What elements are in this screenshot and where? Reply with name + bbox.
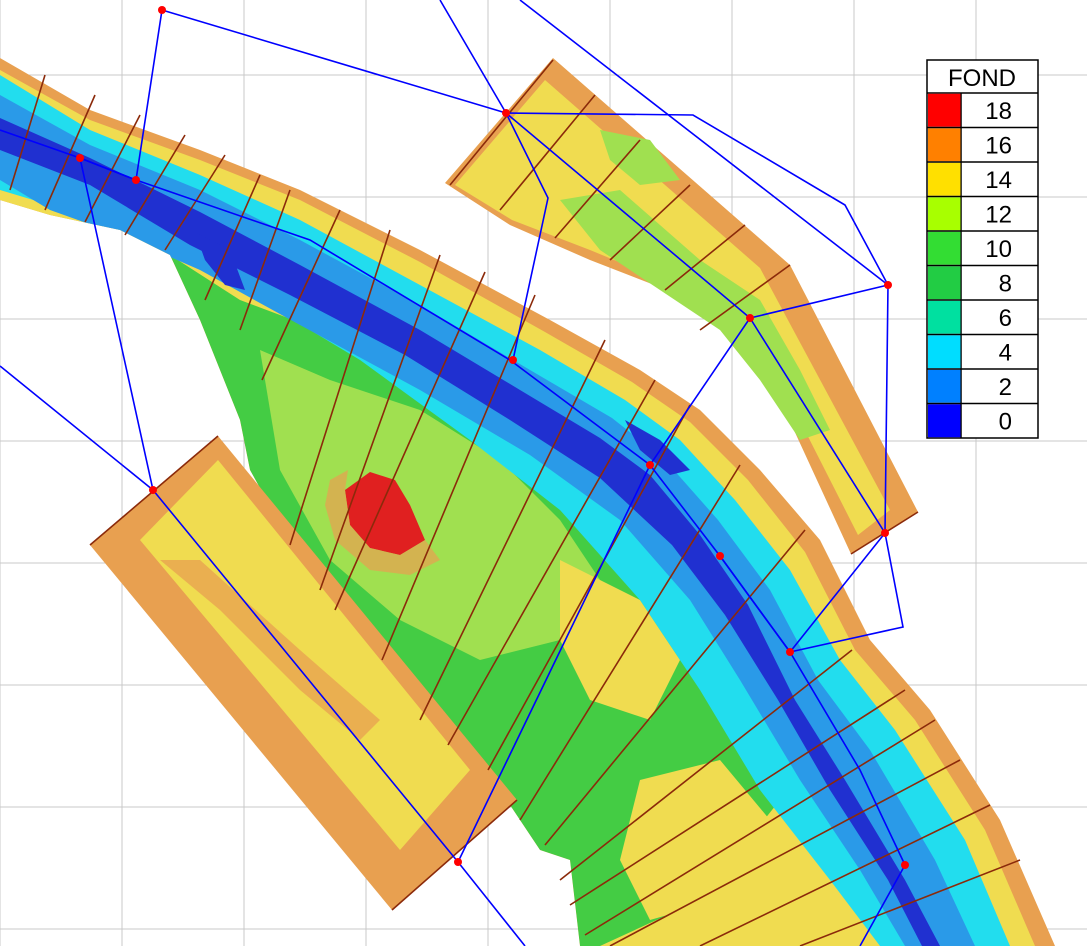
cross-section-profiles xyxy=(9,59,1021,946)
network-node xyxy=(509,356,517,364)
legend-swatch xyxy=(928,404,961,438)
network-node xyxy=(786,648,794,656)
network-line xyxy=(457,464,651,863)
profile-line xyxy=(84,114,141,223)
legend-swatch xyxy=(928,300,961,334)
profile-line xyxy=(449,59,554,186)
network-line xyxy=(505,112,889,286)
profile-line xyxy=(544,529,806,846)
profile-line xyxy=(124,134,186,236)
profile-line xyxy=(334,271,486,611)
network-line xyxy=(161,9,507,114)
legend-label: 14 xyxy=(985,167,1012,194)
network-node xyxy=(881,529,889,537)
profile-line xyxy=(44,94,96,211)
profile-line xyxy=(569,689,906,906)
legend-label: 8 xyxy=(999,271,1012,298)
profile-line xyxy=(239,189,291,331)
profile-line xyxy=(164,154,226,251)
profile-line xyxy=(419,339,606,721)
network-node xyxy=(454,858,462,866)
network-node xyxy=(884,281,892,289)
legend-swatch xyxy=(928,197,961,231)
profile-line xyxy=(559,649,853,881)
profile-line xyxy=(289,229,391,546)
profile-line xyxy=(664,224,746,291)
legend-label: 0 xyxy=(999,409,1012,436)
deep-speckle-1 xyxy=(195,232,245,290)
legend-label: 16 xyxy=(985,133,1012,160)
profile-line xyxy=(699,804,991,946)
network-nodes xyxy=(76,6,909,869)
network-node xyxy=(158,6,166,14)
profile-line xyxy=(9,74,46,191)
legend-label: 6 xyxy=(999,305,1012,332)
profile-line xyxy=(609,184,691,261)
profile-line xyxy=(204,174,261,301)
deep-speckle-2 xyxy=(625,420,690,475)
profile-line xyxy=(609,759,961,946)
network-line xyxy=(859,864,906,946)
shoal-hotspot-rim xyxy=(325,470,440,575)
legend-title: FOND xyxy=(948,65,1016,92)
upper-side-reach-green-2 xyxy=(600,130,680,185)
legend-label: 2 xyxy=(999,374,1012,401)
profile-line xyxy=(584,719,936,936)
legend-label: 4 xyxy=(999,340,1012,367)
legend-swatch xyxy=(928,231,961,265)
fond-legend: FOND 18 16 14 12 10 8 6 4 2 0 xyxy=(926,59,1039,439)
legend-swatch xyxy=(928,162,961,196)
profile-line xyxy=(519,464,741,821)
lower-side-reach-bank-streaks xyxy=(160,560,380,740)
legend-rows: 18 16 14 12 10 8 6 4 2 0 xyxy=(927,93,1038,438)
legend-label: 10 xyxy=(985,236,1012,263)
network-line xyxy=(79,157,526,946)
profile-line xyxy=(391,799,518,911)
inner-bar-yellow-patch xyxy=(560,560,680,720)
profile-line xyxy=(799,859,1021,946)
terrain-layer xyxy=(0,58,1055,946)
network-node xyxy=(502,109,510,117)
legend-label: 12 xyxy=(985,202,1012,229)
upper-side-reach-green xyxy=(560,190,830,440)
network-line xyxy=(749,317,886,534)
legend-swatch xyxy=(928,369,961,403)
profile-line xyxy=(699,264,791,331)
network-line xyxy=(519,0,889,286)
profile-line xyxy=(447,379,656,746)
profile-line xyxy=(319,254,441,591)
profile-line xyxy=(487,404,691,771)
network-line xyxy=(439,0,549,361)
shoal-hotspot xyxy=(345,472,425,555)
upper-side-reach-shallow xyxy=(455,80,890,535)
profile-line xyxy=(261,209,341,381)
network-node xyxy=(646,461,654,469)
legend-swatch xyxy=(928,266,961,300)
inner-bar-shallow xyxy=(260,350,600,660)
network-node xyxy=(149,486,157,494)
legend-label: 18 xyxy=(985,98,1012,125)
legend-swatch xyxy=(928,93,961,127)
network-node xyxy=(901,861,909,869)
network-node xyxy=(716,552,724,560)
profile-line xyxy=(381,294,536,661)
network-line xyxy=(0,365,154,491)
network-line xyxy=(789,532,904,653)
network-node xyxy=(76,154,84,162)
network-node xyxy=(746,314,754,322)
network-line xyxy=(0,129,906,866)
legend-swatch xyxy=(928,335,961,369)
legend-swatch xyxy=(928,128,961,162)
network-node xyxy=(132,176,140,184)
